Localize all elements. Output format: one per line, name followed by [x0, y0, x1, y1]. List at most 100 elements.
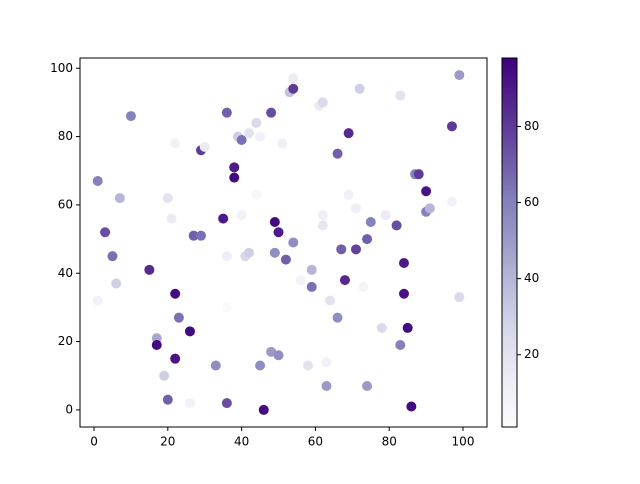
point	[288, 237, 299, 248]
x-tick-label: 100	[452, 435, 475, 449]
point	[317, 210, 328, 221]
point	[321, 381, 332, 391]
point	[380, 210, 391, 221]
point	[288, 83, 299, 94]
point	[162, 394, 173, 405]
point	[210, 360, 221, 371]
point	[255, 360, 266, 371]
point	[325, 295, 336, 306]
point	[269, 217, 280, 227]
x-tick-label: 40	[234, 435, 249, 449]
point	[336, 244, 347, 255]
point	[358, 281, 369, 292]
point	[251, 117, 262, 128]
point	[125, 111, 136, 122]
point	[446, 196, 457, 207]
point	[398, 288, 409, 299]
colorbar-tick-label: 40	[524, 271, 539, 285]
point	[170, 288, 181, 299]
point	[277, 138, 288, 149]
point	[229, 162, 240, 173]
point	[221, 251, 232, 262]
colorbar	[501, 57, 518, 428]
y-tick-label: 100	[50, 61, 73, 75]
point	[321, 357, 332, 368]
point	[269, 247, 280, 258]
point	[280, 254, 291, 265]
point	[196, 230, 207, 241]
point	[424, 203, 435, 214]
point	[406, 401, 417, 412]
point	[413, 169, 424, 180]
point	[391, 220, 402, 231]
point	[362, 381, 373, 391]
x-tick-label: 60	[308, 435, 323, 449]
point	[151, 340, 162, 350]
point	[454, 70, 465, 81]
y-tick-label: 20	[58, 334, 73, 348]
point	[111, 278, 122, 289]
point	[351, 244, 362, 255]
point	[151, 333, 162, 344]
point	[170, 138, 181, 149]
point	[421, 186, 432, 197]
point	[376, 322, 387, 333]
colorbar-tick-label: 60	[524, 195, 539, 209]
point	[166, 213, 177, 224]
point	[107, 251, 118, 262]
point	[288, 73, 299, 84]
point	[343, 128, 354, 139]
point	[343, 189, 354, 200]
point	[273, 350, 284, 361]
x-tick-label: 20	[160, 435, 175, 449]
colorbar-tick-label: 20	[524, 347, 539, 361]
point	[332, 148, 343, 159]
point	[221, 398, 232, 409]
point	[243, 128, 254, 139]
y-tick-label: 40	[58, 266, 73, 280]
point	[114, 193, 125, 204]
point	[332, 312, 343, 323]
point	[395, 90, 406, 101]
point	[398, 258, 409, 268]
point	[92, 176, 103, 186]
point	[173, 312, 184, 323]
point	[365, 217, 376, 227]
point	[395, 340, 406, 350]
point	[454, 292, 465, 303]
point	[258, 404, 269, 415]
plot-area	[79, 57, 488, 428]
point	[159, 370, 170, 381]
point	[221, 302, 232, 313]
point	[100, 227, 111, 238]
point	[170, 353, 181, 364]
point	[188, 230, 199, 241]
point	[266, 107, 277, 118]
colorbar-tick-label: 80	[524, 119, 539, 133]
point	[236, 135, 247, 145]
point	[273, 227, 284, 238]
point	[236, 210, 247, 221]
point	[362, 234, 373, 245]
point	[243, 247, 254, 258]
point	[317, 220, 328, 231]
point	[446, 121, 457, 132]
point	[255, 131, 266, 142]
point	[303, 360, 314, 371]
point	[184, 326, 195, 337]
point	[162, 193, 173, 204]
point	[92, 295, 103, 306]
point	[354, 83, 365, 94]
point	[221, 107, 232, 118]
point	[306, 281, 317, 292]
point	[199, 141, 210, 152]
point	[229, 172, 240, 183]
point	[339, 275, 350, 286]
y-tick-label: 0	[65, 402, 73, 416]
x-tick-label: 80	[382, 435, 397, 449]
x-tick-label: 0	[90, 435, 98, 449]
point	[184, 398, 195, 409]
point	[295, 275, 306, 286]
point	[402, 322, 413, 333]
